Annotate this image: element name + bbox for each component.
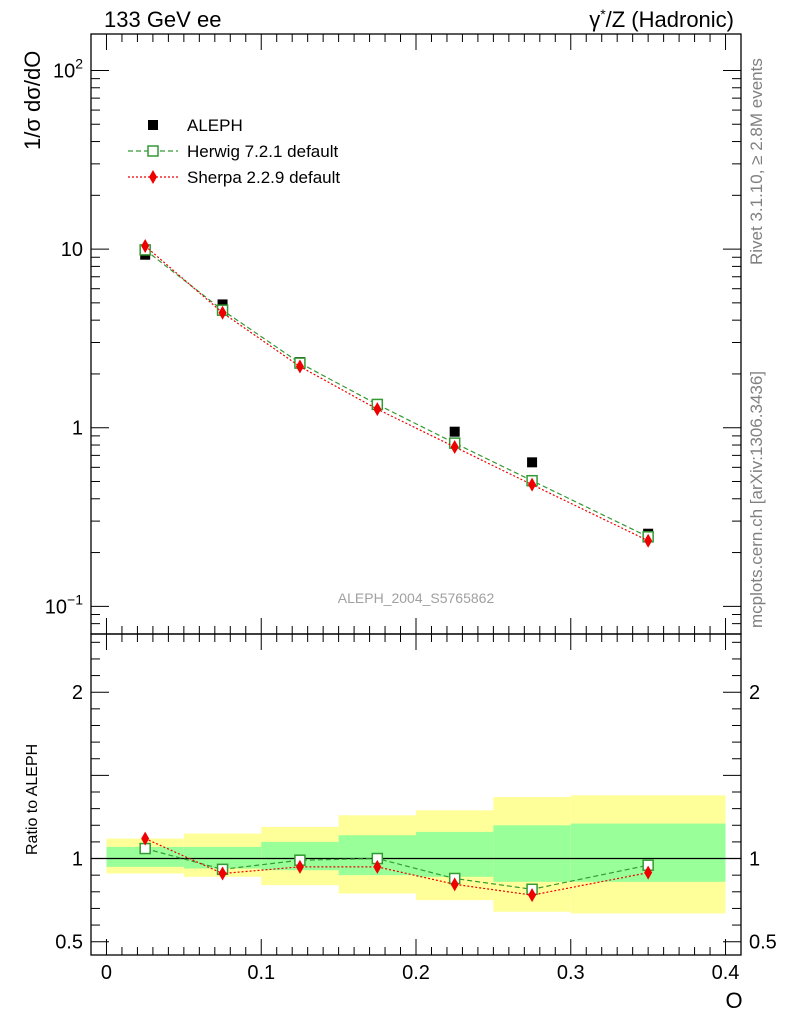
rivet-version-label: Rivet 3.1.10, ≥ 2.8M events <box>747 58 766 265</box>
legend-label-0: ALEPH <box>187 116 243 135</box>
x-tick-label-1: 0.1 <box>247 962 275 984</box>
main-series-2-point-4 <box>450 439 459 454</box>
main-series-2-point-3 <box>373 402 382 417</box>
ratio-y-axis-label: Ratio to ALEPH <box>24 744 41 855</box>
ratio-series-group <box>139 831 654 903</box>
ratio-series-1-point-5 <box>528 888 537 903</box>
main-y-tick-label-3: 102 <box>53 55 83 82</box>
ratio-series-1-point-4 <box>450 877 459 892</box>
x-tick-label-3: 0.3 <box>557 962 585 984</box>
main-series-2-point-2 <box>295 359 304 374</box>
mcplots-credit-label: mcplots.cern.ch [arXiv:1306.3436] <box>747 371 766 628</box>
legend-marker-0 <box>148 120 158 130</box>
main-series-group <box>139 239 654 548</box>
ratio-y-tick-label-left-1: 1 <box>72 849 83 871</box>
main-y-tick-label-0: 10−1 <box>45 591 83 618</box>
ratio-series-1-point-6 <box>644 865 653 880</box>
ratio-series-1-point-1 <box>218 866 227 881</box>
ratio-y-tick-label-right-2: 2 <box>749 682 760 704</box>
x-axis-label: O <box>725 988 742 1013</box>
x-tick-label-0: 0 <box>101 962 112 984</box>
legend-label-2: Sherpa 2.2.9 default <box>187 168 340 187</box>
main-series-2-point-5 <box>528 477 537 492</box>
ratio-band-inner <box>416 831 494 877</box>
ratio-band-inner <box>106 846 184 867</box>
ratio-series-1-point-0 <box>141 831 150 846</box>
x-tick-label-4: 0.4 <box>712 962 740 984</box>
main-series-0-point-4 <box>449 426 460 437</box>
main-series-2-point-0 <box>141 239 150 254</box>
analysis-watermark: ALEPH_2004_S5765862 <box>338 590 495 606</box>
legend-marker-1 <box>147 145 159 157</box>
main-y-tick-label-2: 10 <box>61 239 83 261</box>
ratio-y-tick-label-left-2: 2 <box>72 682 83 704</box>
legend-label-1: Herwig 7.2.1 default <box>187 142 338 161</box>
legend-marker-2 <box>149 170 157 184</box>
ratio-band-inner <box>493 825 571 882</box>
main-series-2-point-6 <box>644 533 653 548</box>
axis-ticks: 0 0.1 0.2 0.3 0.4 10−1 1 10 102 0.5 0.5 1 1 2 2 <box>45 34 777 984</box>
ratio-y-tick-label-right-1: 1 <box>749 849 760 871</box>
ratio-band-inner <box>183 846 262 869</box>
header-left-label: 133 GeV ee <box>104 7 221 32</box>
ratio-y-tick-label-right-0: 0.5 <box>749 932 777 954</box>
header-right-label: γ*/Z (Hadronic) <box>589 6 734 32</box>
ratio-series-1-point-3 <box>373 859 382 874</box>
main-series-line-1 <box>144 249 649 538</box>
legend: ALEPH Herwig 7.2.1 default Sherpa 2.2.9 de… <box>128 116 340 187</box>
ratio-uncertainty-bands <box>106 795 726 914</box>
x-tick-label-2: 0.2 <box>402 962 430 984</box>
main-y-tick-label-1: 1 <box>72 418 83 440</box>
main-series-line-2 <box>144 245 649 542</box>
main-series-2-point-1 <box>218 305 227 320</box>
main-series-0-point-5 <box>527 457 538 468</box>
ratio-series-1-point-2 <box>295 859 304 874</box>
ratio-y-tick-label-left-0: 0.5 <box>55 932 83 954</box>
main-y-axis-label: 1/σ dσ/dO <box>20 51 45 150</box>
